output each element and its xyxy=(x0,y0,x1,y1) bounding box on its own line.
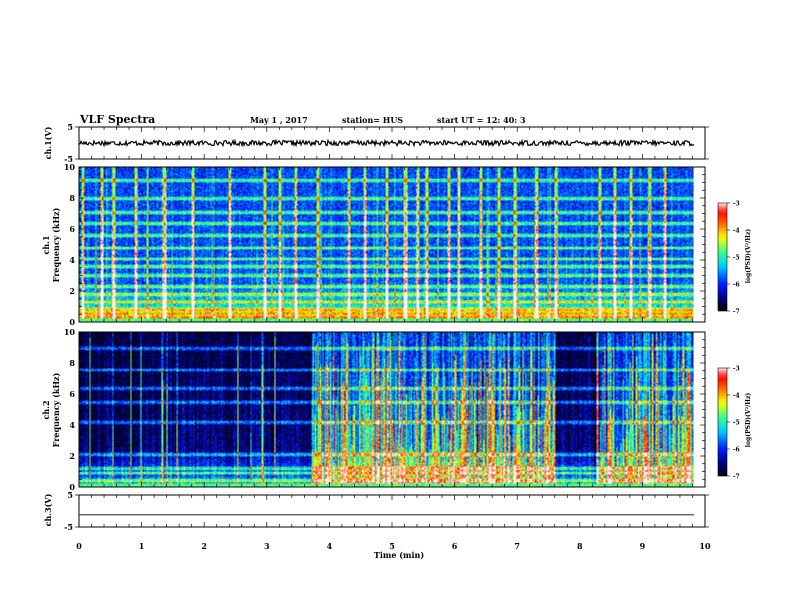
ch2-colorbar-label: log(PSD)(V²/Hz) xyxy=(745,393,752,448)
ch3-waveform-y-tick-label: -5 xyxy=(64,522,73,532)
ch2-spectrogram-panel: ch.2 Frequency (kHz) 0 2 4 6 8 10 xyxy=(41,327,706,492)
ch2-colorbar: log(PSD)(V²/Hz) -3 -4 -5 -6 -7 xyxy=(717,366,752,481)
ch1-spectrogram-y-tick-label: 8 xyxy=(69,193,75,203)
ch2-colorbar-tick-label: -7 xyxy=(733,474,740,481)
ch1-colorbar-label: log(PSD)(V²/Hz) xyxy=(745,229,752,284)
ch1-colorbar-tick-label: -5 xyxy=(733,255,740,262)
x-axis-label: Time (min) xyxy=(374,550,424,560)
ch1-spectrogram-y-tick-label: 2 xyxy=(69,286,75,296)
ch1-spectrogram-y-tick-label: 10 xyxy=(64,162,76,172)
x-tick-label: 5 xyxy=(389,541,395,551)
ch1-colorbar-tick-label: -3 xyxy=(733,201,740,208)
ch1-waveform-panel: ch.1(V) 5 -5 xyxy=(43,122,709,164)
x-tick-label: 10 xyxy=(699,541,711,551)
ch1-colorbar-tick-label: -4 xyxy=(733,228,740,235)
start-time-label: start UT = 12: 40: 3 xyxy=(437,115,526,125)
ch2-colorbar-tick-label: -6 xyxy=(733,447,740,454)
ch1-colorbar-tick-label: -6 xyxy=(733,282,740,289)
ch1-colorbar-tick-label: -7 xyxy=(733,309,740,316)
ch2-spectrogram-channel-label: ch.2 xyxy=(41,400,51,419)
ch1-spectrogram-y-tick-label: 4 xyxy=(69,255,75,265)
x-tick-label: 1 xyxy=(139,541,145,551)
ch2-colorbar-gradient xyxy=(717,367,728,477)
ch2-spectrogram-image xyxy=(79,332,694,487)
ch2-colorbar-tick-label: -3 xyxy=(733,366,740,373)
figure-title: VLF Spectra xyxy=(79,113,155,126)
ch1-waveform-y-tick-label: 5 xyxy=(67,122,73,132)
station-label: station= HUS xyxy=(342,115,403,125)
ch2-spectrogram-y-tick-label: 8 xyxy=(69,358,75,368)
figure-header: VLF Spectra May 1 , 2017 station= HUS st… xyxy=(79,113,526,126)
ch2-spectrogram-y-tick-label: 2 xyxy=(69,451,75,461)
ch1-spectrogram-channel-label: ch.1 xyxy=(41,235,51,254)
ch1-waveform-y-tick-label: -5 xyxy=(64,154,73,164)
time-axis: Time (min) 0 1 2 3 4 5 6 7 8 9 10 xyxy=(76,541,711,560)
ch1-spectrogram-image xyxy=(79,167,694,322)
ch3-waveform-y-tick-label: 5 xyxy=(67,490,73,500)
ch1-ylabel: ch.1(V) xyxy=(43,126,53,159)
x-tick-label: 3 xyxy=(264,541,270,551)
ch3-waveform-panel: ch.3(V) 5 -5 xyxy=(43,490,709,532)
ch2-spectrogram-y-tick-label: 6 xyxy=(69,389,75,399)
ch1-spectrogram-panel: ch.1 Frequency (kHz) 0 2 4 6 8 10 xyxy=(41,162,706,327)
ch2-spectrogram-y-tick-label: 0 xyxy=(69,482,75,492)
x-tick-label: 0 xyxy=(76,541,82,551)
x-tick-label: 2 xyxy=(201,541,207,551)
ch1-spectrogram-y-tick-label: 0 xyxy=(69,317,75,327)
ch1-waveform-trace xyxy=(79,138,695,148)
x-tick-label: 4 xyxy=(327,541,333,551)
x-tick-label: 7 xyxy=(514,541,520,551)
ch3-ylabel: ch.3(V) xyxy=(43,493,53,526)
ch2-colorbar-tick-label: -4 xyxy=(733,393,740,400)
ch1-frequency-label: Frequency (kHz) xyxy=(51,207,61,282)
x-tick-label: 6 xyxy=(452,541,458,551)
ch2-spectrogram-y-tick-label: 10 xyxy=(64,327,76,337)
x-tick-label: 8 xyxy=(577,541,583,551)
ch2-spectrogram-y-tick-label: 4 xyxy=(69,420,75,430)
date-label: May 1 , 2017 xyxy=(250,115,308,125)
ch3-waveform-background xyxy=(79,495,705,527)
x-tick-label: 9 xyxy=(640,541,646,551)
ch1-colorbar: log(PSD)(V²/Hz) -3 -4 -5 -6 -7 xyxy=(717,201,752,316)
ch1-spectrogram-y-tick-label: 6 xyxy=(69,224,75,234)
ch2-frequency-label: Frequency (kHz) xyxy=(51,372,61,447)
ch1-colorbar-gradient xyxy=(717,202,728,312)
ch2-colorbar-tick-label: -5 xyxy=(733,420,740,427)
